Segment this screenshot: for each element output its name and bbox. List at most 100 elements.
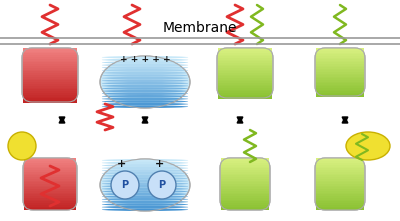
FancyBboxPatch shape xyxy=(24,196,76,198)
FancyBboxPatch shape xyxy=(316,64,364,66)
FancyBboxPatch shape xyxy=(316,162,364,164)
FancyBboxPatch shape xyxy=(23,53,77,56)
FancyBboxPatch shape xyxy=(221,174,269,176)
FancyBboxPatch shape xyxy=(23,82,77,84)
FancyBboxPatch shape xyxy=(316,181,364,183)
Ellipse shape xyxy=(102,85,188,87)
FancyBboxPatch shape xyxy=(218,81,272,84)
Ellipse shape xyxy=(102,208,188,211)
FancyBboxPatch shape xyxy=(218,95,272,97)
FancyBboxPatch shape xyxy=(24,177,76,179)
FancyBboxPatch shape xyxy=(24,203,76,205)
FancyBboxPatch shape xyxy=(316,167,364,169)
Ellipse shape xyxy=(102,159,188,162)
FancyBboxPatch shape xyxy=(316,179,364,181)
FancyBboxPatch shape xyxy=(24,172,76,174)
FancyBboxPatch shape xyxy=(23,68,77,70)
FancyBboxPatch shape xyxy=(23,75,77,77)
FancyBboxPatch shape xyxy=(24,175,76,177)
Text: P: P xyxy=(158,180,166,190)
FancyBboxPatch shape xyxy=(24,168,76,171)
FancyBboxPatch shape xyxy=(316,193,364,195)
Ellipse shape xyxy=(102,92,188,95)
FancyBboxPatch shape xyxy=(221,163,269,166)
FancyBboxPatch shape xyxy=(217,48,273,98)
Ellipse shape xyxy=(102,72,188,74)
FancyBboxPatch shape xyxy=(316,177,364,179)
FancyBboxPatch shape xyxy=(316,48,364,50)
FancyBboxPatch shape xyxy=(24,186,76,188)
FancyBboxPatch shape xyxy=(316,172,364,174)
FancyBboxPatch shape xyxy=(218,66,272,69)
FancyBboxPatch shape xyxy=(221,184,269,186)
FancyBboxPatch shape xyxy=(220,158,270,210)
FancyBboxPatch shape xyxy=(23,90,77,92)
FancyBboxPatch shape xyxy=(24,208,76,210)
FancyBboxPatch shape xyxy=(23,51,77,54)
FancyBboxPatch shape xyxy=(221,189,269,191)
FancyBboxPatch shape xyxy=(218,88,272,90)
FancyBboxPatch shape xyxy=(316,59,364,61)
FancyBboxPatch shape xyxy=(24,170,76,172)
FancyBboxPatch shape xyxy=(316,207,364,209)
FancyBboxPatch shape xyxy=(316,88,364,90)
Text: Membrane: Membrane xyxy=(163,21,237,35)
FancyBboxPatch shape xyxy=(23,71,77,74)
FancyBboxPatch shape xyxy=(221,203,269,205)
FancyBboxPatch shape xyxy=(218,80,272,82)
FancyBboxPatch shape xyxy=(24,207,76,209)
FancyBboxPatch shape xyxy=(316,86,364,88)
FancyBboxPatch shape xyxy=(221,172,269,174)
FancyBboxPatch shape xyxy=(221,201,269,204)
Ellipse shape xyxy=(102,167,188,170)
FancyBboxPatch shape xyxy=(24,167,76,169)
FancyBboxPatch shape xyxy=(316,90,364,92)
FancyBboxPatch shape xyxy=(218,65,272,67)
FancyBboxPatch shape xyxy=(221,182,269,185)
FancyBboxPatch shape xyxy=(24,179,76,181)
Ellipse shape xyxy=(100,56,190,108)
FancyBboxPatch shape xyxy=(221,198,269,200)
FancyBboxPatch shape xyxy=(218,56,272,59)
FancyBboxPatch shape xyxy=(24,200,76,202)
FancyBboxPatch shape xyxy=(24,165,76,167)
FancyBboxPatch shape xyxy=(316,75,364,77)
FancyBboxPatch shape xyxy=(218,83,272,85)
Ellipse shape xyxy=(102,201,188,203)
FancyBboxPatch shape xyxy=(24,182,76,185)
FancyBboxPatch shape xyxy=(218,76,272,78)
FancyBboxPatch shape xyxy=(316,62,364,65)
FancyBboxPatch shape xyxy=(23,62,77,65)
FancyBboxPatch shape xyxy=(218,51,272,53)
Ellipse shape xyxy=(102,100,188,103)
FancyBboxPatch shape xyxy=(316,165,364,167)
Ellipse shape xyxy=(102,103,188,105)
FancyBboxPatch shape xyxy=(316,189,364,191)
FancyBboxPatch shape xyxy=(24,191,76,193)
Ellipse shape xyxy=(102,87,188,90)
FancyBboxPatch shape xyxy=(24,158,76,160)
Ellipse shape xyxy=(102,56,188,59)
FancyBboxPatch shape xyxy=(221,177,269,179)
FancyBboxPatch shape xyxy=(316,66,364,68)
FancyBboxPatch shape xyxy=(218,90,272,92)
Ellipse shape xyxy=(102,206,188,208)
FancyBboxPatch shape xyxy=(316,72,364,74)
Ellipse shape xyxy=(102,182,188,185)
FancyBboxPatch shape xyxy=(221,187,269,190)
Ellipse shape xyxy=(102,185,188,188)
FancyBboxPatch shape xyxy=(24,184,76,186)
FancyBboxPatch shape xyxy=(221,167,269,169)
FancyBboxPatch shape xyxy=(316,61,364,63)
FancyBboxPatch shape xyxy=(316,175,364,177)
Ellipse shape xyxy=(102,203,188,206)
FancyBboxPatch shape xyxy=(24,174,76,176)
FancyBboxPatch shape xyxy=(24,187,76,190)
FancyBboxPatch shape xyxy=(23,48,77,50)
FancyBboxPatch shape xyxy=(22,48,78,102)
Ellipse shape xyxy=(102,162,188,164)
FancyBboxPatch shape xyxy=(24,181,76,183)
FancyBboxPatch shape xyxy=(316,194,364,197)
Ellipse shape xyxy=(102,90,188,92)
FancyBboxPatch shape xyxy=(218,48,272,50)
